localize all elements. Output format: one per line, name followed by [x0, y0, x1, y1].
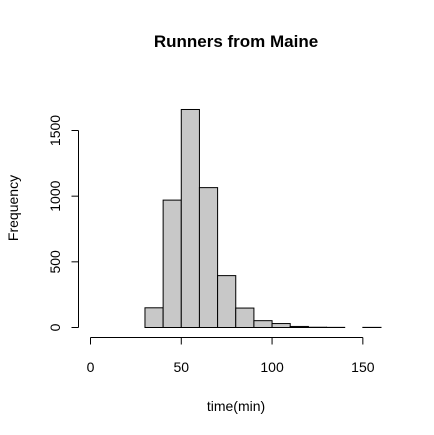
y-tick-label: 1500 — [47, 115, 63, 146]
y-axis: 0 500 1000 1500 — [47, 115, 79, 331]
x-tick-label: 100 — [260, 359, 284, 375]
histogram-bar — [253, 320, 273, 329]
x-tick-label: 50 — [173, 359, 189, 375]
histogram-bar — [289, 325, 309, 329]
histogram-bar — [144, 307, 164, 328]
y-axis-label: Frequency — [5, 175, 21, 241]
histogram-bar — [198, 187, 219, 328]
x-tick-label: 0 — [87, 359, 95, 375]
y-tick-label: 0 — [47, 323, 63, 331]
x-axis: 0 50 100 150 — [87, 337, 375, 375]
y-tick-label: 500 — [47, 250, 63, 274]
x-axis-label: time(min) — [207, 398, 265, 414]
chart-title: Runners from Maine — [154, 32, 318, 51]
histogram-bar — [235, 307, 255, 328]
y-tick-label: 1000 — [47, 180, 63, 211]
bars-group — [144, 108, 382, 329]
histogram-bar — [162, 199, 182, 328]
histogram-bar — [271, 323, 291, 328]
histogram-bar — [180, 108, 200, 328]
x-tick-label: 150 — [351, 359, 375, 375]
histogram-bar — [217, 275, 237, 328]
